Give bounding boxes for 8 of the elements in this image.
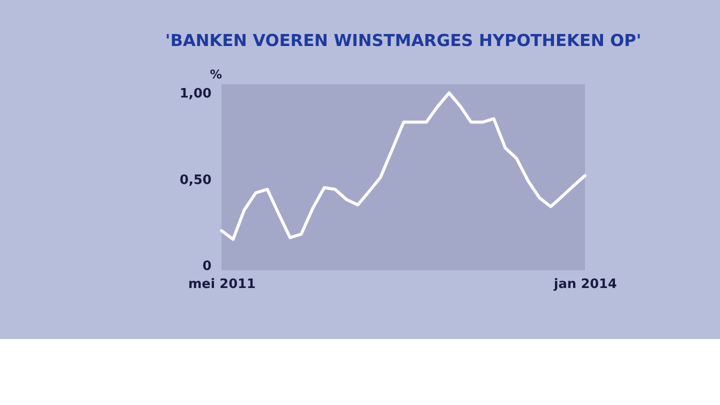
line-series (220, 91, 587, 241)
x-tick-label: jan 2014 (552, 277, 617, 292)
x-tick-label: mei 2011 (188, 277, 256, 292)
y-tick-label: 0,50 (180, 172, 212, 188)
chart-title: 'BANKEN VOEREN WINSTMARGES HYPOTHEKEN OP' (165, 31, 642, 50)
y-tick-label: 1,00 (180, 86, 212, 102)
y-tick-label: 0 (202, 258, 212, 274)
y-axis-title: % (210, 68, 222, 82)
